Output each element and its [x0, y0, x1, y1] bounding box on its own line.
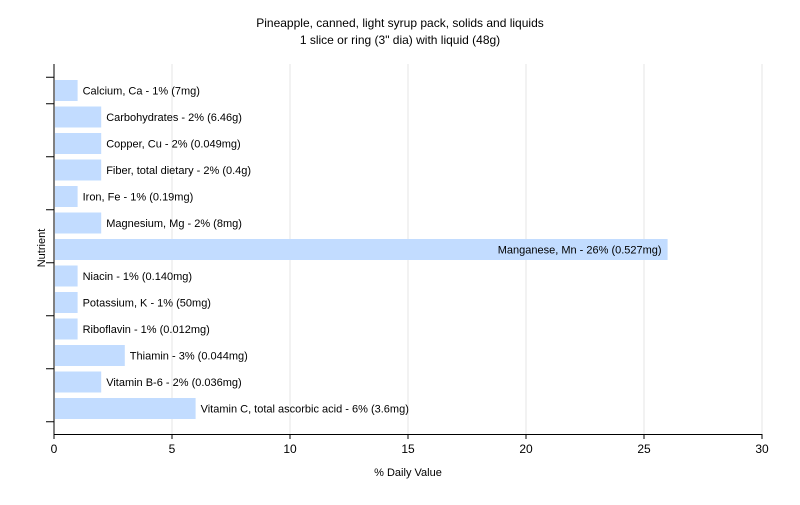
bar: [55, 186, 78, 207]
x-tick-label: 25: [637, 442, 651, 456]
bar-label: Magnesium, Mg - 2% (8mg): [106, 218, 242, 230]
bar: [55, 106, 102, 128]
x-tick-label: 30: [755, 442, 769, 456]
bar: [55, 398, 196, 419]
bar: [55, 159, 102, 181]
bar: [55, 212, 102, 234]
bar: [55, 239, 668, 260]
bar-label: Vitamin B-6 - 2% (0.036mg): [106, 377, 242, 389]
bar-label: Vitamin C, total ascorbic acid - 6% (3.6…: [201, 404, 409, 416]
bar-label: Niacin - 1% (0.140mg): [83, 271, 192, 283]
bar: [55, 133, 102, 154]
x-tick-label: 20: [519, 442, 533, 456]
bars: [55, 80, 668, 419]
bar: [55, 265, 78, 287]
bar-label: Manganese, Mn - 26% (0.527mg): [498, 245, 662, 257]
chart-title: Pineapple, canned, light syrup pack, sol…: [256, 16, 544, 30]
bar-label: Riboflavin - 1% (0.012mg): [83, 324, 210, 336]
x-tick-label: 15: [401, 442, 415, 456]
axes: 0 5 10 15 20 25 30: [46, 64, 769, 456]
bar-label: Iron, Fe - 1% (0.19mg): [83, 192, 194, 204]
bar-labels: Calcium, Ca - 1% (7mg) Carbohydrates - 2%…: [83, 86, 662, 416]
bar: [55, 80, 78, 101]
bar-label: Carbohydrates - 2% (6.46g): [106, 112, 242, 124]
x-tick-label: 0: [51, 442, 58, 456]
bar-label: Calcium, Ca - 1% (7mg): [83, 86, 200, 98]
bar-label: Copper, Cu - 2% (0.049mg): [106, 139, 241, 151]
bar: [55, 318, 78, 340]
x-tick-label: 10: [283, 442, 297, 456]
bar: [55, 292, 78, 313]
x-tick-label: 5: [169, 442, 176, 456]
bar: [55, 371, 102, 393]
x-axis-title: % Daily Value: [374, 467, 442, 479]
bar-label: Thiamin - 3% (0.044mg): [130, 351, 248, 363]
bar-label: Fiber, total dietary - 2% (0.4g): [106, 165, 251, 177]
chart-subtitle: 1 slice or ring (3" dia) with liquid (48…: [300, 33, 500, 47]
bar: [55, 345, 125, 366]
bar-label: Potassium, K - 1% (50mg): [83, 298, 211, 310]
y-axis-title: Nutrient: [36, 229, 48, 268]
